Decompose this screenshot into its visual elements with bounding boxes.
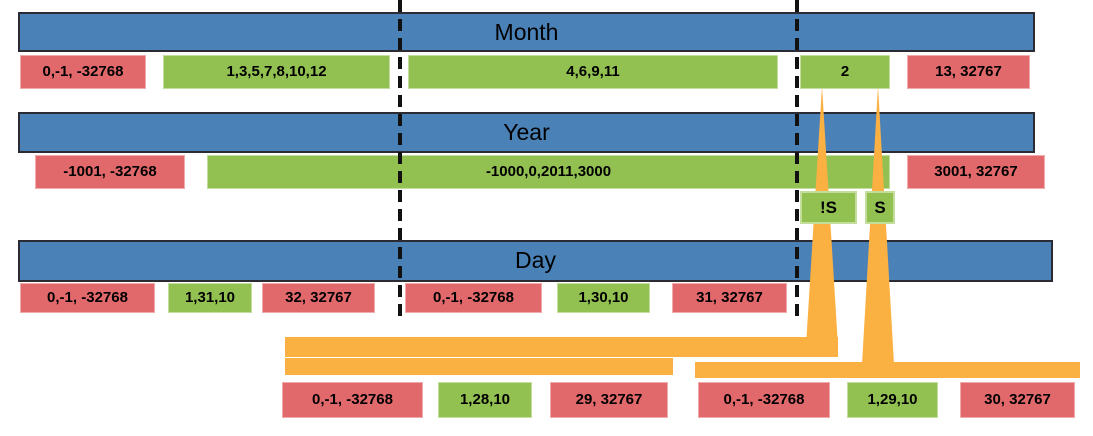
month-invalid-high-box: 13, 32767 <box>907 55 1030 89</box>
day30-invalid-low-box: 0,-1, -32768 <box>405 283 542 313</box>
day30-invalid-high-box: 31, 32767 <box>672 283 787 313</box>
day31-valid-box: 1,31,10 <box>168 283 252 313</box>
day30-valid-box: 1,30,10 <box>557 283 650 313</box>
february-nonleap-bar-bottom <box>285 358 673 375</box>
leap-year-box: S <box>865 191 895 224</box>
month-valid-31day-box: 1,3,5,7,8,10,12 <box>163 55 390 89</box>
partition-divider-line-2 <box>795 0 799 318</box>
month-valid-30day-box: 4,6,9,11 <box>408 55 778 89</box>
non-leap-year-box: !S <box>800 191 857 224</box>
february-leap-bar <box>695 362 1080 378</box>
feb-nonleap-invalid-low-box: 0,-1, -32768 <box>282 382 423 418</box>
year-bar-label: Year <box>503 119 550 145</box>
month-bar-label: Month <box>494 19 559 45</box>
year-invalid-low-box: -1001, -32768 <box>35 155 185 189</box>
month-invalid-low-box: 0,-1, -32768 <box>20 55 146 89</box>
month-bar: Month <box>18 12 1035 52</box>
feb-leap-invalid-low-box: 0,-1, -32768 <box>698 382 830 418</box>
month-valid-february-box: 2 <box>800 55 890 89</box>
day-bar: Day <box>18 240 1053 282</box>
year-bar: Year <box>18 112 1035 153</box>
feb-nonleap-invalid-high-box: 29, 32767 <box>550 382 668 418</box>
day31-invalid-high-box: 32, 32767 <box>262 283 375 313</box>
feb-leap-valid-box: 1,29,10 <box>847 382 938 418</box>
day-bar-label: Day <box>515 247 556 273</box>
partition-divider-line-1 <box>398 0 402 318</box>
feb-leap-invalid-high-box: 30, 32767 <box>960 382 1075 418</box>
year-invalid-high-box: 3001, 32767 <box>907 155 1045 189</box>
year-valid-box: -1000,0,2011,3000 <box>207 155 890 189</box>
february-nonleap-bar-top <box>285 337 838 357</box>
feb-nonleap-valid-box: 1,28,10 <box>438 382 532 418</box>
day31-invalid-low-box: 0,-1, -32768 <box>20 283 155 313</box>
